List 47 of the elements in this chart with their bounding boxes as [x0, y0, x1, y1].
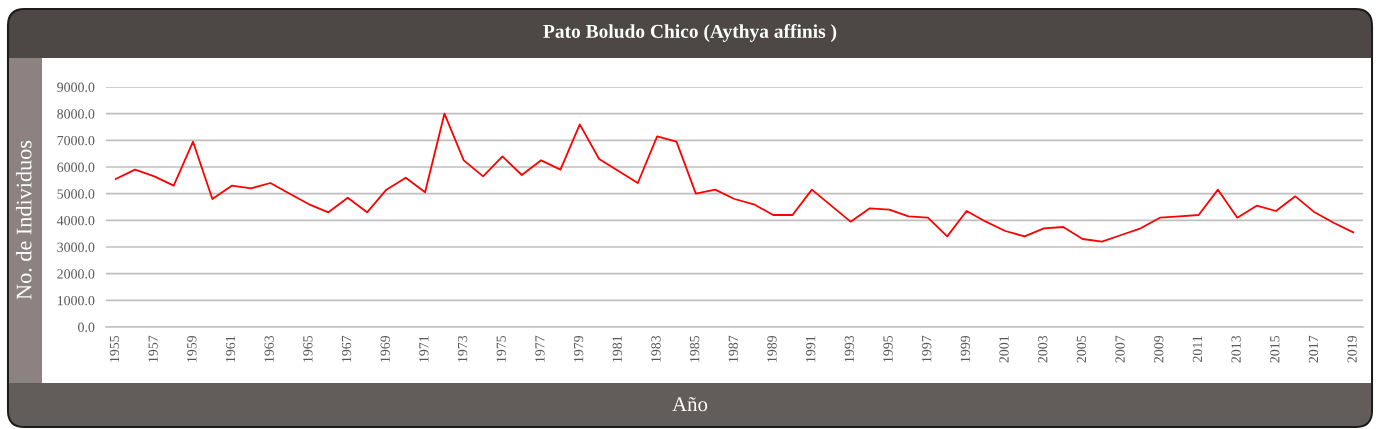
- x-tick-label: 2017: [1308, 335, 1319, 363]
- y-tick-label: 9000.0: [57, 82, 95, 93]
- x-tick-label: 1975: [496, 335, 506, 362]
- x-tick-label: 2019: [1347, 335, 1357, 363]
- x-tick-label: 1981: [612, 336, 622, 362]
- x-tick-label: 2011: [1192, 336, 1203, 362]
- y-tick-label: 3000.0: [57, 242, 95, 253]
- y-tick-label: 4000.0: [56, 215, 95, 226]
- x-tick-label: 2005: [1076, 335, 1087, 363]
- x-tick-label: 1969: [380, 335, 390, 362]
- x-axis-title: Año: [672, 396, 708, 412]
- y-tick-label: 0.0: [78, 322, 95, 333]
- y-tick-label: 2000.0: [57, 269, 95, 279]
- x-tick-label: 1959: [187, 335, 197, 362]
- y-tick-label: 5000.0: [57, 189, 95, 199]
- line-series: [114, 112, 1355, 243]
- y-tick-label: 8000.0: [57, 109, 95, 119]
- x-tick-label: 1985: [689, 335, 700, 362]
- y-tick-label: 1000.0: [57, 295, 95, 306]
- x-tick-label: 2013: [1231, 335, 1241, 363]
- x-tick-label: 1957: [148, 335, 158, 362]
- x-tick-label: 1965: [303, 335, 313, 362]
- x-tick-label: 2003: [1038, 335, 1048, 363]
- x-tick-label: 1997: [922, 335, 932, 362]
- x-tick-label: 1987: [728, 335, 738, 362]
- x-tick-label: 1991: [806, 336, 816, 362]
- x-tick-label: 1989: [767, 335, 777, 362]
- x-tick-label: 1963: [264, 335, 274, 362]
- x-tick-label: 1983: [651, 335, 661, 362]
- x-tick-label: 1993: [844, 335, 855, 362]
- x-tick-label: 1967: [341, 335, 352, 362]
- x-tick-label: 2001: [999, 336, 1009, 363]
- x-tick-label: 1973: [457, 335, 468, 362]
- x-tick-label: 1961: [225, 336, 236, 362]
- y-axis-title: No. de Individuos: [15, 140, 32, 300]
- y-tick-label: 7000.0: [57, 135, 95, 146]
- x-tick-label: 2007: [1115, 335, 1125, 363]
- chart-title: Pato Boludo Chico (Aythya affinis ): [543, 24, 837, 42]
- x-tick-label: 1971: [419, 336, 429, 362]
- x-tick-label: 1955: [109, 335, 120, 362]
- x-tick-label: 1995: [883, 335, 893, 362]
- x-tick-label: 2009: [1154, 335, 1164, 363]
- x-tick-label: 1999: [960, 335, 971, 362]
- x-tick-label: 2015: [1270, 335, 1280, 363]
- x-tick-label: 1979: [573, 335, 584, 362]
- y-tick-label: 6000.0: [57, 162, 95, 173]
- x-tick-label: 1977: [535, 335, 545, 362]
